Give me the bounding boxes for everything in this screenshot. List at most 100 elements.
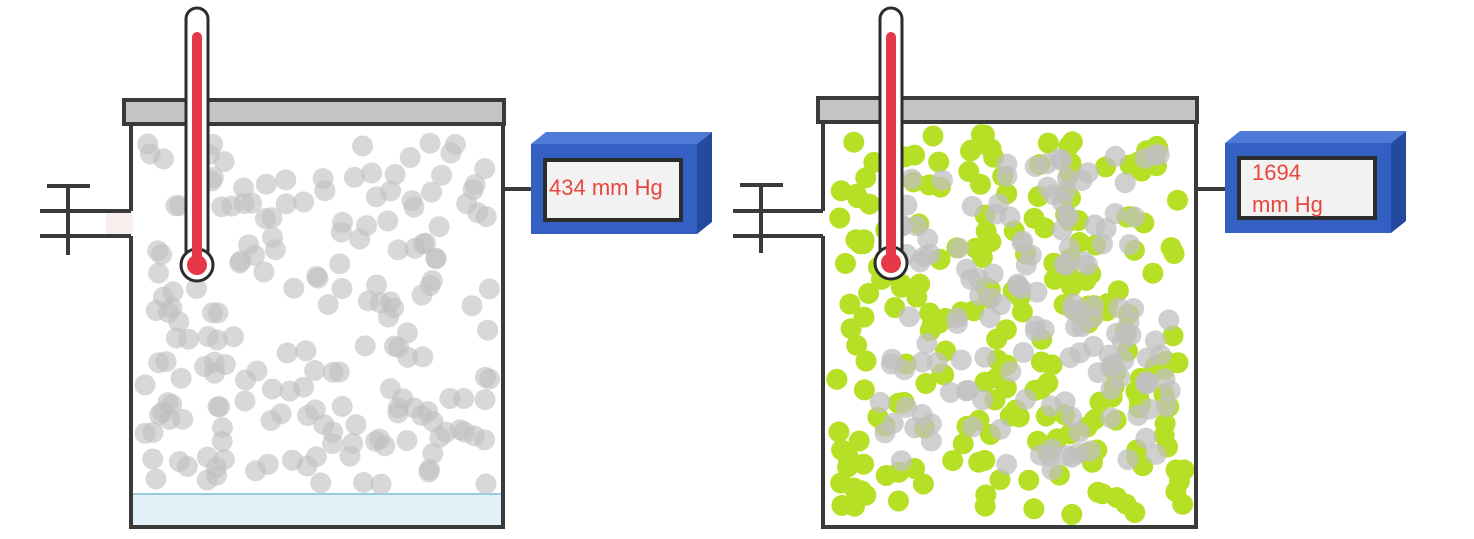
gas-particle: [952, 433, 974, 455]
gauge-screen-right: [1237, 156, 1377, 220]
gas-particle: [1026, 281, 1048, 303]
gas-particle: [1162, 325, 1184, 347]
gas-particle: [995, 377, 1017, 399]
apparatus-left: 434 mm Hg: [40, 6, 712, 529]
gas-particle: [1077, 162, 1099, 184]
gas-particle: [901, 168, 922, 190]
gas-particle: [829, 207, 851, 229]
gas-particle: [895, 396, 917, 418]
gas-particle: [1058, 237, 1080, 259]
container-left: [129, 124, 505, 529]
lid-left: [122, 98, 506, 126]
gas-particle: [1012, 341, 1034, 363]
gas-particle: [1057, 206, 1079, 228]
pressure-gauge-left: 434 mm Hg: [503, 132, 712, 234]
gas-particle: [260, 410, 282, 431]
gas-particle: [172, 408, 194, 430]
gas-particle: [421, 270, 443, 292]
gas-particle: [880, 353, 902, 375]
gas-particle: [946, 307, 968, 329]
gas-particle: [909, 251, 931, 273]
gas-particle: [975, 484, 997, 506]
gas-particle: [366, 274, 388, 296]
gas-particle: [996, 453, 1018, 475]
gas-particle: [234, 390, 256, 412]
gas-particle: [1024, 320, 1046, 342]
gas-particle: [1124, 502, 1146, 523]
gas-particle: [853, 306, 875, 328]
gas-particle: [293, 191, 315, 213]
gas-particle: [835, 252, 856, 274]
gas-particle: [831, 494, 853, 516]
gas-particle: [828, 421, 850, 443]
gas-particle: [1044, 268, 1065, 290]
gas-particle: [916, 333, 938, 354]
gas-particle: [204, 362, 226, 384]
gas-particle: [1104, 145, 1126, 167]
valve-right[interactable]: [733, 183, 823, 253]
gas-particle: [444, 133, 466, 155]
gas-particle: [207, 302, 229, 324]
gas-particle: [912, 473, 934, 495]
gas-particle: [211, 430, 233, 452]
gas-particle: [1087, 481, 1109, 503]
gas-particle: [920, 430, 942, 452]
gas-particle: [305, 446, 327, 468]
gas-particle: [304, 360, 326, 381]
gas-particle: [1106, 322, 1128, 344]
gas-particle: [370, 473, 392, 495]
gas-particle: [1034, 217, 1056, 239]
valve-left[interactable]: [40, 184, 131, 255]
gas-particle: [213, 449, 235, 470]
gas-particle: [421, 181, 443, 203]
gas-particle: [1015, 388, 1037, 410]
gas-particle: [1067, 442, 1089, 464]
gas-particle: [855, 167, 877, 189]
gas-particle: [474, 158, 496, 180]
gas-particle: [422, 443, 444, 464]
gas-particle: [275, 193, 297, 215]
gas-particle: [1108, 297, 1130, 319]
gas-particle: [999, 206, 1021, 228]
gas-particle: [475, 206, 497, 228]
gas-particle: [241, 192, 263, 214]
gas-particle: [942, 450, 964, 472]
gas-particle: [849, 233, 871, 255]
gas-particle: [970, 173, 991, 195]
gas-particle: [475, 473, 497, 495]
gas-particle: [858, 282, 880, 304]
gas-particle: [449, 419, 471, 441]
gas-particle: [474, 389, 496, 411]
gas-particle: [974, 346, 996, 368]
gas-particle: [996, 165, 1018, 187]
gas-particle: [875, 465, 897, 486]
gas-particle: [379, 291, 401, 313]
gas-particle: [1158, 309, 1180, 331]
gas-particle: [255, 173, 277, 195]
gas-particle: [253, 261, 275, 283]
gauge-reading-left: 434 mm Hg: [549, 175, 663, 200]
gas-particle: [981, 287, 1003, 309]
gas-particle: [431, 164, 453, 186]
gas-particle: [1008, 406, 1030, 428]
container-right: [821, 124, 1198, 529]
lid-right: [816, 96, 1199, 124]
gas-particle: [462, 179, 484, 201]
gas-particle: [1100, 407, 1122, 429]
gas-particle: [869, 391, 891, 413]
gas-particle: [928, 151, 950, 173]
gas-particle: [317, 294, 339, 315]
gas-particle: [345, 414, 367, 436]
gas-particle: [971, 247, 993, 268]
gas-particle: [847, 187, 869, 209]
gas-particle: [843, 131, 865, 153]
gas-particle: [387, 239, 409, 261]
gas-particle: [1119, 234, 1140, 256]
gas-particle: [1117, 449, 1139, 471]
liquid-layer: [131, 494, 503, 527]
gas-particle: [1012, 230, 1034, 252]
gas-particle: [975, 220, 997, 242]
gas-particle: [1037, 132, 1059, 154]
gas-particle: [310, 472, 332, 494]
apparatus-right: 1694 mm Hg: [733, 6, 1406, 529]
